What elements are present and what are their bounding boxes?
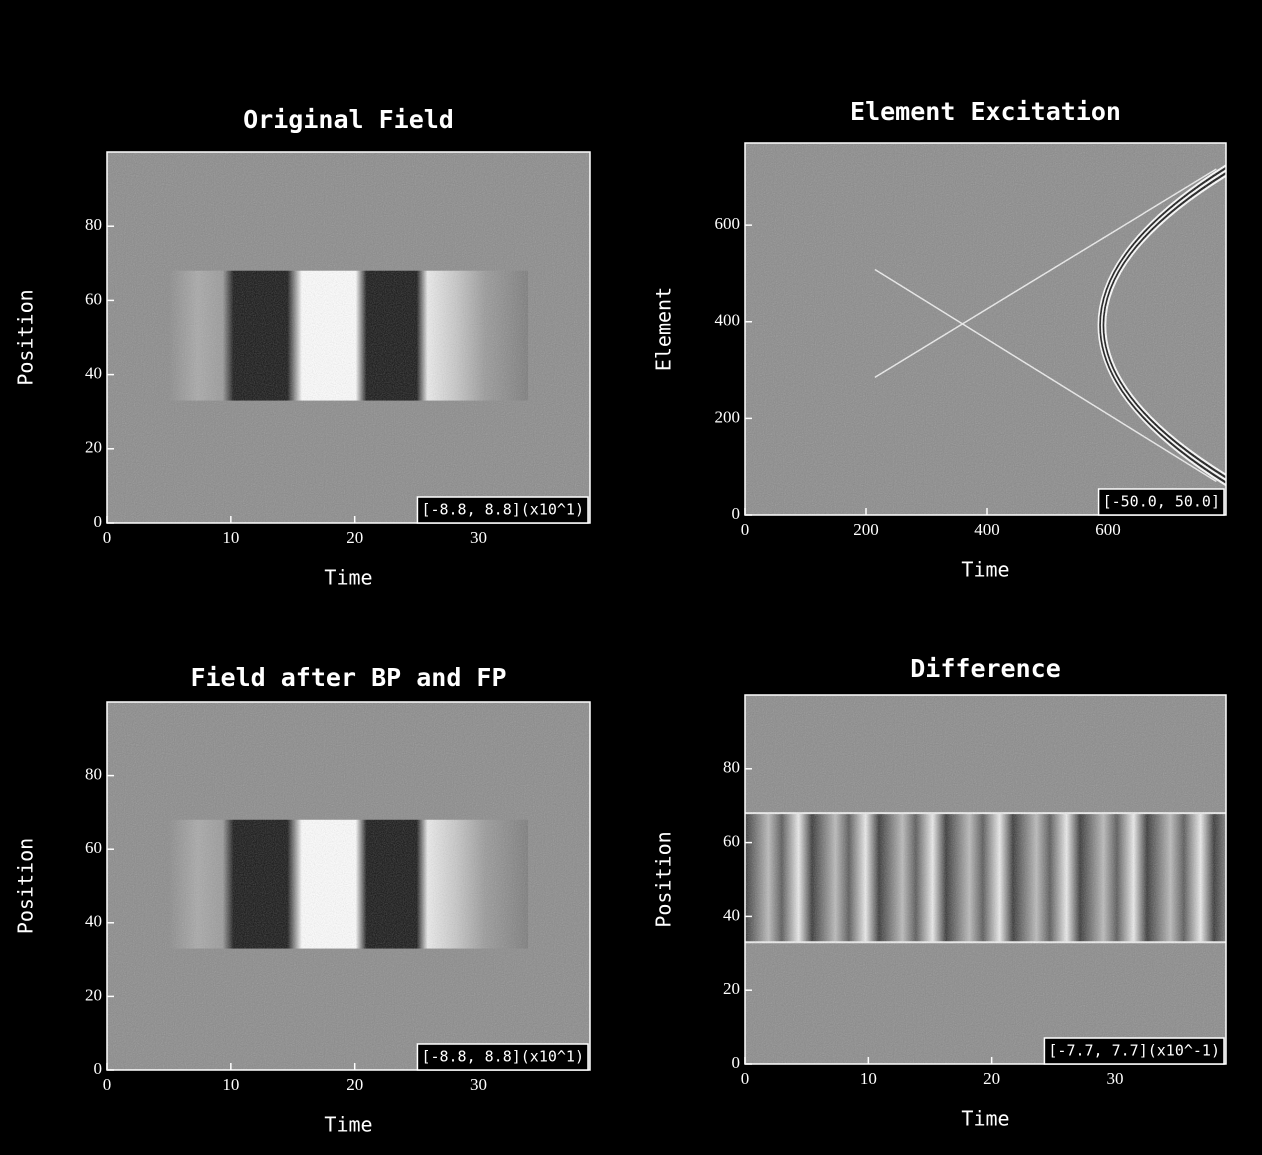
y-tick-label: 20 [85, 985, 102, 1004]
x-tick-label: 400 [974, 520, 1000, 539]
image-noise [107, 152, 590, 523]
x-tick-label: 10 [222, 1075, 239, 1094]
y-tick-label: 60 [85, 838, 102, 857]
y-tick-label: 80 [723, 758, 740, 777]
x-axis-label: Time [324, 1113, 372, 1137]
x-tick-label: 0 [103, 1075, 112, 1094]
y-axis-label: Position [652, 831, 676, 927]
x-tick-label: 20 [346, 528, 363, 547]
y-tick-label: 40 [85, 364, 102, 383]
range-box [416, 1043, 589, 1071]
x-tick-label: 0 [741, 1069, 750, 1088]
x-axis-label: Time [961, 558, 1009, 582]
panel: Element Excitation 0 200 400 600 0 200 400 600 Ti… [652, 97, 1227, 582]
y-tick-label: 40 [85, 912, 102, 931]
y-tick-label: 20 [723, 979, 740, 998]
range-box [416, 496, 589, 524]
x-tick-label: 20 [983, 1069, 1000, 1088]
plot-frame [106, 701, 591, 1071]
y-tick-label: 80 [85, 765, 102, 784]
panel: Difference 0 10 20 30 0 20 40 60 80 Time Position [-… [652, 654, 1227, 1131]
panel-title: Element Excitation [850, 97, 1121, 126]
y-tick-label: 600 [715, 214, 741, 233]
range-label: [-8.8, 8.8](x10^1) [421, 1048, 584, 1066]
x-tick-label: 30 [1107, 1069, 1124, 1088]
x-tick-label: 600 [1095, 520, 1121, 539]
y-tick-label: 60 [723, 832, 740, 851]
x-tick-label: 30 [470, 528, 487, 547]
y-tick-label: 80 [85, 215, 102, 234]
range-label: [-7.7, 7.7](x10^-1) [1048, 1042, 1220, 1060]
panel-title: Field after BP and FP [190, 663, 506, 692]
range-label: [-50.0, 50.0] [1103, 493, 1220, 511]
plot-frame [744, 142, 1227, 516]
y-tick-label: 0 [94, 512, 103, 531]
x-axis-label: Time [961, 1107, 1009, 1131]
image-noise [107, 702, 590, 1070]
image-noise [745, 695, 1226, 1064]
x-tick-label: 10 [222, 528, 239, 547]
range-box [1097, 488, 1225, 516]
plot-frame [106, 151, 591, 524]
y-tick-label: 200 [715, 407, 741, 426]
y-tick-label: 0 [732, 1053, 741, 1072]
panel-title: Difference [910, 654, 1061, 683]
y-tick-label: 40 [723, 905, 740, 924]
x-tick-label: 0 [741, 520, 750, 539]
x-axis-label: Time [324, 566, 372, 590]
y-tick-label: 0 [732, 504, 741, 523]
panel-title: Original Field [243, 105, 454, 134]
panel: Field after BP and FP 0 10 20 30 0 20 40 60 80 Tim… [14, 663, 591, 1137]
y-axis-label: Position [14, 838, 38, 934]
image-noise [745, 143, 1226, 515]
y-tick-label: 20 [85, 438, 102, 457]
y-tick-label: 400 [715, 311, 741, 330]
y-axis-label: Position [14, 289, 38, 385]
panel: Original Field 0 10 20 30 0 20 40 60 80 Time Positi… [14, 105, 591, 590]
range-box [1043, 1037, 1225, 1065]
x-tick-label: 20 [346, 1075, 363, 1094]
x-tick-label: 10 [860, 1069, 877, 1088]
y-axis-label: Element [652, 287, 676, 371]
y-tick-label: 0 [94, 1059, 103, 1078]
x-tick-label: 200 [853, 520, 879, 539]
x-tick-label: 0 [103, 528, 112, 547]
x-tick-label: 30 [470, 1075, 487, 1094]
plot-frame [744, 694, 1227, 1065]
y-tick-label: 60 [85, 289, 102, 308]
range-label: [-8.8, 8.8](x10^1) [421, 501, 584, 519]
